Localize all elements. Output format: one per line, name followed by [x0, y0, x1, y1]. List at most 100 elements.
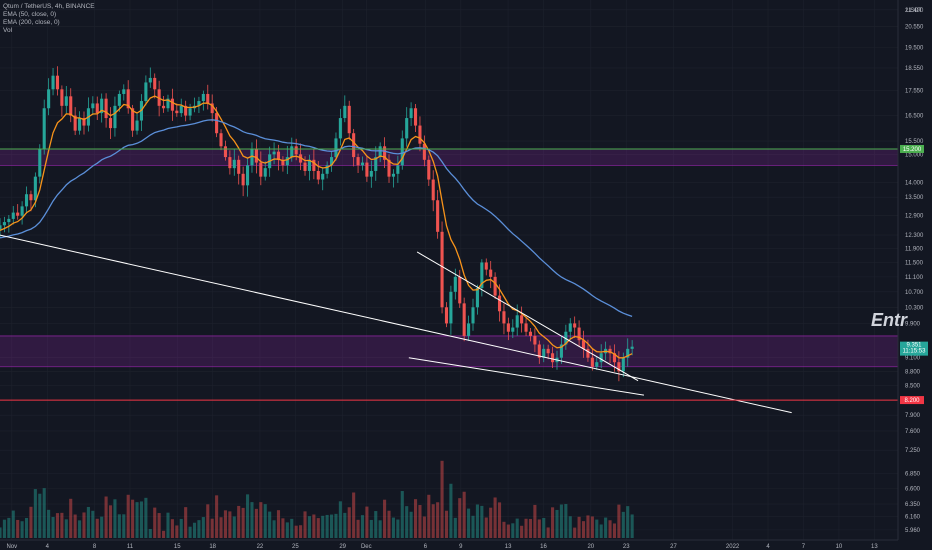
ema200-line: [0, 119, 633, 318]
volume-bar: [365, 506, 369, 538]
volume-bar: [621, 511, 625, 538]
candle-body: [431, 179, 435, 201]
ema200-legend[interactable]: EMA (200, close, 0): [3, 19, 60, 26]
price-tick-label: 14.000: [905, 180, 924, 186]
candle-body: [608, 348, 612, 354]
horizontal-levels[interactable]: [0, 148, 898, 401]
candle-body: [440, 231, 444, 308]
volume-bar: [604, 517, 608, 538]
volume-bar: [91, 510, 95, 538]
candle-body: [343, 105, 347, 119]
time-tick-label: 11: [127, 544, 134, 550]
volume-bar: [29, 506, 33, 538]
ema50-legend[interactable]: EMA (50, close, 0): [3, 11, 57, 18]
entry-annotation[interactable]: Entr: [871, 310, 908, 330]
candle-body: [617, 362, 621, 372]
volume-bar: [250, 502, 254, 538]
candle-body: [515, 315, 519, 328]
volume-bar: [246, 494, 250, 538]
candle-body: [369, 170, 373, 177]
volume-bar: [232, 516, 236, 538]
volume-bar: [201, 517, 205, 538]
chart-legend: Qtum / TetherUS, 4h, BINANCE EMA (50, cl…: [3, 3, 95, 35]
candle-body: [60, 89, 64, 106]
candle-body: [51, 75, 55, 90]
candle-body: [299, 154, 303, 163]
volume-bar: [170, 519, 174, 538]
volume-bar: [480, 505, 484, 538]
candle-body: [303, 162, 307, 171]
volume-legend[interactable]: Vol: [3, 27, 13, 34]
candle-body: [551, 353, 555, 363]
candle-body: [542, 348, 546, 358]
volume-bar: [383, 499, 387, 538]
candle-body: [290, 146, 294, 158]
candle-body: [179, 105, 183, 114]
candle-body: [197, 101, 201, 106]
candle-body: [91, 103, 95, 109]
volume-bar: [489, 507, 493, 538]
upper-zone: [0, 148, 898, 166]
time-tick-label: 13: [505, 544, 512, 550]
candle-body: [316, 170, 320, 180]
candle-body: [272, 151, 276, 155]
svg-text:8.200: 8.200: [904, 398, 920, 404]
price-axis[interactable]: 21.400 20.550 19.500 18.550 17.550 16.500 15.5…: [905, 8, 924, 534]
time-axis[interactable]: Nov 4 8 11 15 18 22 25 29 Dec 6 9 13 16 20 23 27 2022 4 7 10…: [6, 544, 878, 550]
candle-body: [219, 133, 223, 147]
candle-body: [250, 148, 254, 166]
volume-bar: [197, 520, 201, 538]
candle-body: [73, 115, 77, 131]
volume-bar: [82, 512, 86, 538]
candle-body: [55, 75, 60, 90]
volume-bar: [117, 514, 121, 538]
symbol-title[interactable]: Qtum / TetherUS, 4h, BINANCE: [3, 3, 95, 10]
volume-bar: [47, 509, 51, 538]
volume-bar: [135, 502, 139, 538]
candle-body: [520, 315, 524, 324]
volume-bar: [493, 497, 497, 538]
volume-bar: [7, 517, 11, 538]
candle-body: [33, 176, 37, 201]
volume-bar: [374, 511, 378, 538]
time-tick-label: Nov: [6, 544, 17, 550]
candle-body: [117, 93, 121, 106]
candle-body: [537, 344, 541, 358]
candle-body: [166, 98, 170, 109]
volume-bar: [241, 507, 245, 538]
volume-bar: [436, 502, 440, 538]
volume-bar: [237, 505, 241, 538]
candle-body: [100, 98, 104, 114]
candle-body: [321, 173, 325, 180]
resistance-price-tag: 15.200: [900, 144, 924, 153]
candle-body: [24, 194, 29, 207]
candle-body: [528, 331, 533, 336]
candle-body: [294, 146, 298, 155]
volume-bar: [520, 525, 524, 538]
volume-bar: [325, 514, 329, 538]
ema50-line: [0, 95, 633, 359]
time-tick-label: 15: [174, 544, 181, 550]
candle-body: [621, 357, 625, 372]
candle-body: [228, 157, 232, 169]
candle-body: [422, 143, 426, 160]
candle-body: [453, 276, 457, 292]
volume-bar: [272, 520, 276, 538]
volume-bar: [511, 523, 515, 538]
volume-bar: [60, 512, 64, 538]
candle-body: [568, 323, 572, 332]
volume-bar: [586, 515, 590, 538]
price-tick-label: 7.250: [905, 448, 921, 454]
volume-bar: [259, 502, 263, 538]
time-tick-label: 23: [623, 544, 630, 550]
volume-bar: [108, 505, 113, 538]
candle-body: [188, 108, 192, 116]
trendlines[interactable]: [0, 234, 792, 414]
volume-bar: [223, 510, 227, 538]
candle-body: [462, 303, 466, 336]
candle-body: [113, 105, 117, 129]
candle-body: [170, 98, 174, 111]
volume-bar: [215, 495, 219, 538]
candle-body: [374, 157, 378, 171]
